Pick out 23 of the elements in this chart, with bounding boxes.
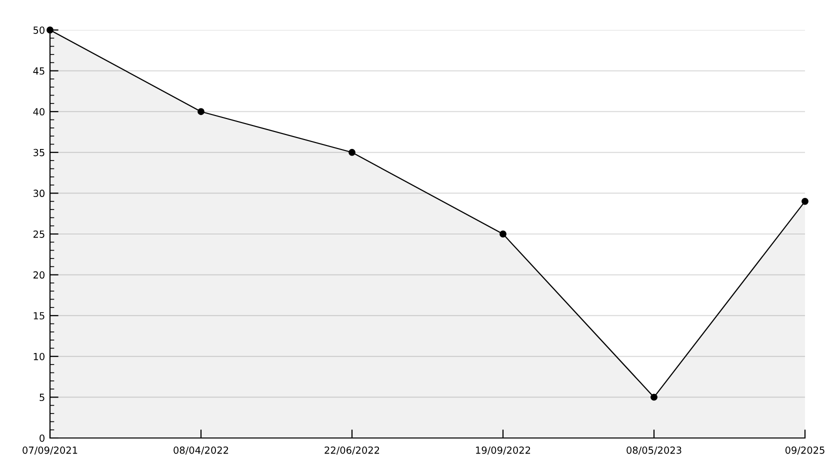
x-tick-label: 08/04/2022 [174,446,228,455]
x-tick-label: 08/05/2023 [626,446,682,455]
y-tick-label: 5 [40,394,44,402]
y-tick-label: 45 [33,67,44,75]
y-tick-label: 50 [34,26,44,34]
point [802,198,808,205]
x-tick-label: 19/09/2022 [476,446,530,455]
x-tick-label: 22/06/2022 [324,446,380,455]
point [46,26,54,34]
y-tick-label: 10 [34,352,44,360]
point [348,148,356,156]
y-tick-label: 35 [34,148,44,156]
point [500,230,506,238]
y-tick-label: 15 [34,312,44,320]
y-tick-label: 25 [33,230,44,238]
point [650,394,658,401]
y-tick-label: 20 [33,271,44,279]
y-tick-label: 0 [40,434,44,442]
y-tick-label: 40 [33,108,44,116]
x-tick-label: 07/09/2021 [22,446,78,455]
x-tick-label: 09/2025 [785,446,824,455]
point [198,108,204,116]
y-tick-label: 30 [34,190,44,198]
